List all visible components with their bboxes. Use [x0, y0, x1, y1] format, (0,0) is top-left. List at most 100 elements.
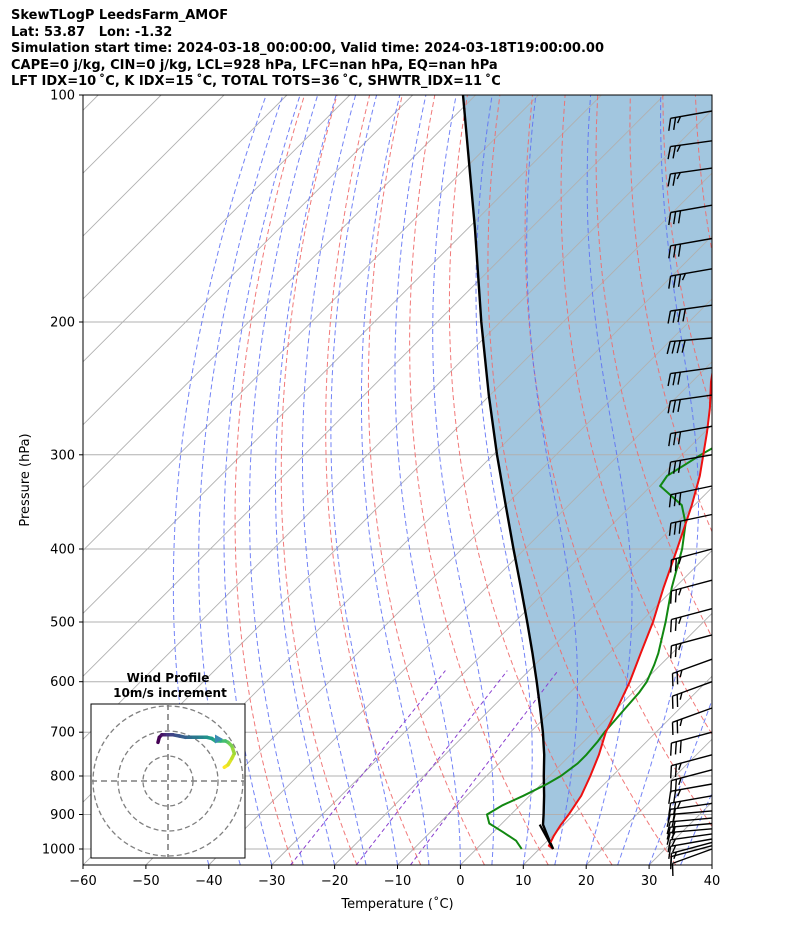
isotherm-line — [83, 95, 539, 552]
wind-barb — [667, 140, 713, 160]
wind-barb-feather — [673, 244, 677, 258]
hodograph-trace-segment — [156, 735, 162, 745]
y-tick-label: 400 — [50, 543, 75, 558]
wind-barb-feather — [678, 616, 682, 625]
wind-barb — [668, 204, 713, 226]
y-tick-label: 900 — [50, 808, 75, 823]
wind-barb-feather — [668, 212, 672, 226]
hodograph-arrow — [215, 734, 223, 744]
wind-barb-staff — [671, 608, 713, 621]
moist-adiabat-line — [617, 95, 699, 865]
wind-barb — [666, 817, 713, 835]
wind-barb-feather — [668, 791, 672, 804]
x-tick-label: 0 — [456, 874, 464, 889]
wind-barb-feather — [676, 801, 682, 809]
wind-barb — [668, 237, 713, 259]
wind-barb-staff — [670, 110, 713, 119]
wind-barb — [668, 268, 713, 289]
wind-barb-staff — [672, 707, 713, 723]
y-tick-label: 200 — [50, 316, 75, 331]
x-tick-label: −10 — [384, 874, 411, 889]
wind-barb-feather — [679, 740, 682, 754]
wind-barb-staff — [670, 485, 713, 496]
wind-barb-feather — [668, 118, 672, 131]
wind-barb-feather — [667, 373, 672, 387]
x-tick-label: −50 — [132, 874, 159, 889]
moist-adiabat-line — [275, 95, 337, 865]
wind-barb-feather — [668, 462, 672, 475]
isotherm-line — [397, 549, 712, 865]
wind-barb-feather — [668, 276, 672, 289]
wind-barb-feather — [679, 692, 683, 700]
dry-adiabat-line — [325, 95, 422, 865]
wind-barb-feather — [677, 243, 682, 257]
wind-barb-feather — [678, 642, 682, 651]
y-tick-label: 700 — [50, 726, 75, 741]
wind-barb — [670, 608, 713, 633]
y-tick-label: 800 — [50, 770, 75, 785]
wind-barb-staff — [670, 795, 713, 804]
wind-barb-feather — [670, 619, 673, 633]
x-axis-label: Temperature (˚C) — [340, 896, 453, 912]
wind-barb — [668, 425, 713, 447]
wind-barb-feather — [667, 146, 672, 160]
time-line: Simulation start time: 2024-03-18_00:00:… — [11, 41, 604, 57]
wind-barb-feather — [670, 743, 673, 756]
wind-barb-feather — [681, 340, 686, 353]
cape-cin-shading — [463, 95, 712, 849]
wind-barb-staff — [670, 783, 713, 792]
moist-adiabat-line — [302, 95, 367, 865]
wind-barb-staff — [671, 845, 713, 858]
wind-barb-staff — [670, 833, 713, 841]
temperature-indices-line: LFT IDX=10 ˚C, K IDX=15 ˚C, TOTAL TOTS=3… — [11, 74, 501, 90]
moist-adiabat-line — [585, 95, 633, 865]
wind-barb-feather — [671, 821, 676, 834]
wind-barb-feather — [674, 558, 677, 572]
moist-adiabat-line — [330, 95, 398, 865]
wind-barb-feather — [668, 494, 672, 508]
wind-barb-staff — [670, 268, 713, 277]
moist-adiabat-line — [394, 95, 461, 865]
isotherm-line — [83, 95, 225, 237]
dry-adiabat-line — [487, 95, 677, 865]
wind-barb — [668, 454, 713, 475]
wind-barb-staff — [671, 841, 713, 854]
parcel-profile-line — [461, 95, 555, 850]
wind-barb-feather — [673, 851, 677, 860]
wind-barb-staff — [671, 548, 713, 561]
moist-adiabat-line — [198, 95, 284, 865]
wind-barb-feather — [673, 493, 677, 507]
wind-barb-staff — [670, 425, 713, 435]
wind-barb-feather — [673, 117, 677, 131]
wind-barb-feather — [673, 211, 677, 225]
wind-barb-feather — [681, 273, 687, 281]
wind-barb-feather — [673, 790, 677, 804]
isotherm-line — [522, 675, 712, 865]
y-tick-label: 600 — [50, 675, 75, 690]
hodograph-plot — [91, 704, 245, 858]
wind-barb-staff — [670, 237, 713, 247]
wind-barb-feather — [678, 777, 682, 786]
wind-barb-feather — [666, 827, 671, 840]
wind-barb-feather — [678, 762, 682, 771]
wind-barb-feather — [670, 765, 673, 779]
y-tick-label: 500 — [50, 616, 75, 631]
hodograph-ring — [117, 730, 219, 832]
wind-barb — [670, 731, 713, 756]
wind-barb-feather — [670, 645, 673, 659]
wind-barb — [666, 337, 713, 355]
wind-barb-feather — [674, 644, 677, 658]
x-tick-label: 40 — [704, 874, 721, 889]
moist-adiabat-line — [432, 95, 495, 865]
wind-barb-feather — [670, 853, 673, 866]
dry-adiabat-line — [367, 95, 485, 865]
wind-barb-staff — [671, 754, 713, 767]
wind-barb-feather — [666, 341, 671, 355]
wind-barb-feather — [677, 274, 682, 287]
wind-barb — [670, 634, 713, 659]
moist-adiabat-line — [744, 95, 794, 865]
wind-barb-staff — [671, 579, 713, 592]
wind-barb-feather — [668, 846, 672, 859]
wind-barb-feather — [679, 669, 683, 678]
wind-barb-feather — [666, 821, 671, 835]
